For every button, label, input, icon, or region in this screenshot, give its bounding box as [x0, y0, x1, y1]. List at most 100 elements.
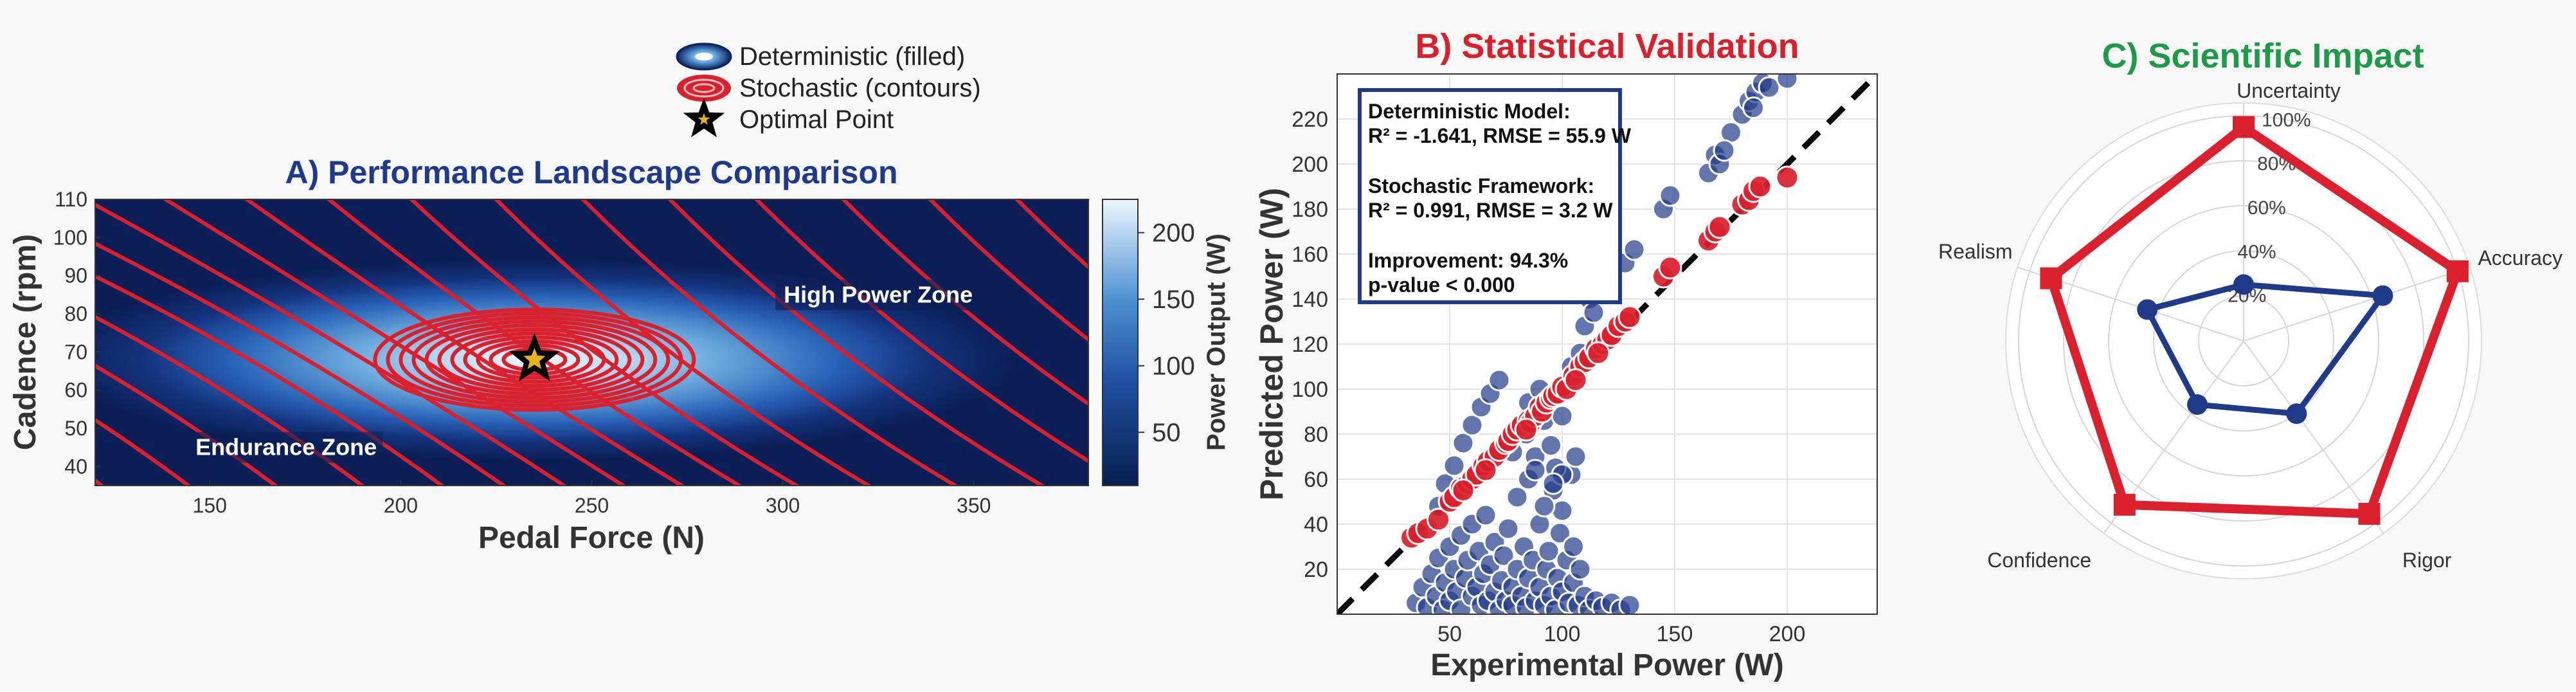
scatter-frame: [1337, 73, 1878, 615]
panel-b-title: B) Statistical Validation: [1415, 27, 1799, 66]
y-tick-label: 110: [55, 188, 87, 211]
deterministic-point: [1540, 434, 1562, 457]
radar-series-line: [2046, 121, 2463, 519]
deterministic-point: [1506, 486, 1529, 509]
radar-marker: [2286, 403, 2307, 424]
legend-deterministic-label: Deterministic (filled): [739, 42, 965, 71]
y-tick-label: 60: [64, 379, 87, 402]
deterministic-point: [1524, 459, 1547, 482]
contour-ring: [399, 315, 671, 404]
deterministic-point: [1452, 432, 1475, 455]
colorbar-label: Power Output (W): [1202, 233, 1230, 451]
panel-a-xlabel: Pedal Force (N): [478, 521, 705, 555]
deterministic-point: [1569, 558, 1592, 581]
legend-filled-swatch-center: [695, 53, 713, 60]
stochastic-point: [1473, 458, 1498, 482]
scatter-axes: 50 100 150 200 20 40 60 80 100 120 140 160 180 200 220: [1292, 107, 1805, 646]
stochastic-point: [1748, 174, 1772, 199]
deterministic-point: [1549, 522, 1571, 545]
annotation-high-power: High Power Zone: [775, 279, 982, 311]
contour-line: [95, 363, 279, 486]
contour-line: [753, 199, 1088, 464]
radar-marker: [2113, 493, 2136, 516]
radar-marker: [2186, 394, 2208, 415]
contour-line: [408, 199, 800, 486]
x-tick-label: 100: [1544, 622, 1581, 646]
radar-marker: [2446, 260, 2469, 282]
stochastic-point: [1586, 341, 1610, 365]
deterministic-point: [1582, 301, 1605, 324]
annotation-high-power-text: High Power Zone: [784, 281, 973, 307]
deterministic-point: [1474, 504, 1497, 527]
deterministic-point: [1542, 472, 1565, 495]
contour-line: [95, 203, 568, 486]
stochastic-point: [1707, 215, 1732, 239]
annotation-endurance-bg: [190, 432, 383, 463]
y-tick-label: 100: [53, 226, 87, 249]
colorbar-tick-label: 100: [1152, 352, 1195, 381]
deterministic-point: [1742, 96, 1765, 119]
y-tick-label: 70: [64, 340, 87, 363]
panel-b: 50 100 150 200 20 40 60 80 100 120 140 160 180 200 220…: [1254, 27, 1878, 682]
radar-marker: [2233, 274, 2254, 295]
y-tick-label: 90: [64, 264, 87, 287]
y-tick-label: 140: [1292, 287, 1328, 312]
stats-line-7: Improvement: 94.3%: [1368, 249, 1568, 272]
radar-axis-label: Confidence: [1987, 549, 2091, 572]
contour-line: [95, 274, 446, 486]
contour-ring: [437, 327, 632, 392]
radar-marker: [2358, 502, 2381, 525]
radar-axis-label: Uncertainty: [2237, 79, 2341, 102]
radar-marker: [2372, 285, 2393, 306]
y-tick-label: 100: [1292, 378, 1328, 402]
stats-line-4: Stochastic Framework:: [1368, 174, 1594, 197]
colorbar-tick-label: 200: [1152, 219, 1195, 248]
y-tick-label: 20: [1304, 558, 1328, 582]
x-tick-label: 200: [384, 494, 418, 517]
deterministic-point: [1497, 517, 1520, 540]
stats-line-8: p-value < 0.000: [1368, 273, 1515, 296]
y-tick-label: 180: [1292, 197, 1328, 222]
colorbar-ticks: 50 100 150 200: [1138, 219, 1195, 447]
radar-axis-label: Rigor: [2402, 549, 2452, 572]
annotation-high-power-bg: [775, 279, 982, 311]
panel-b-xlabel: Experimental Power (W): [1430, 648, 1783, 682]
radar-r-tick: 60%: [2247, 197, 2286, 219]
contour-line: [95, 314, 366, 486]
deterministic-point: [1461, 414, 1484, 437]
contour-ring: [373, 307, 696, 412]
radar-series-line: [2143, 281, 2388, 417]
radar-spoke: [2243, 266, 2471, 341]
y-tick-label: 80: [1304, 423, 1328, 447]
legend-a: Deterministic (filled) Stochastic (conto…: [676, 42, 981, 138]
contour-line: [493, 199, 872, 486]
panel-c: C) Scientific Impact 20%40%60%80%100% Un…: [1938, 37, 2562, 579]
deterministic-point: [1713, 139, 1736, 162]
stats-line-1: Deterministic Model:: [1368, 100, 1571, 123]
legend-stochastic-label: Stochastic (contours): [739, 74, 981, 102]
deterministic-point: [1618, 594, 1641, 614]
contour-line: [95, 241, 507, 486]
x-tick-label: 200: [1769, 622, 1806, 646]
deterministic-point: [1776, 74, 1799, 90]
panel-b-ylabel: Predicted Power (W): [1254, 188, 1290, 500]
legend-contour-ring-inner: [692, 83, 716, 93]
deterministic-point: [1488, 369, 1511, 392]
stats-box-frame: [1358, 88, 1622, 304]
deterministic-point: [1564, 445, 1587, 468]
deterministic-points: [1405, 74, 1799, 614]
stochastic-point: [1617, 305, 1642, 329]
radar-axis-label: Accuracy: [2478, 246, 2562, 269]
stochastic-point: [1514, 417, 1538, 442]
stochastic-point: [1427, 507, 1450, 532]
y-tick-label: 60: [1304, 468, 1328, 492]
y-tick-label: 160: [1292, 242, 1328, 267]
contour-line: [1014, 199, 1088, 270]
stochastic-point: [1775, 165, 1799, 190]
x-tick-label: 350: [957, 494, 991, 517]
contour-ring: [411, 319, 658, 400]
stats-line-2: R² = -1.641, RMSE = 55.9 W: [1368, 124, 1632, 147]
annotation-endurance: Endurance Zone: [190, 432, 383, 463]
radar-spoke: [2243, 340, 2384, 534]
deterministic-point: [1659, 184, 1682, 207]
